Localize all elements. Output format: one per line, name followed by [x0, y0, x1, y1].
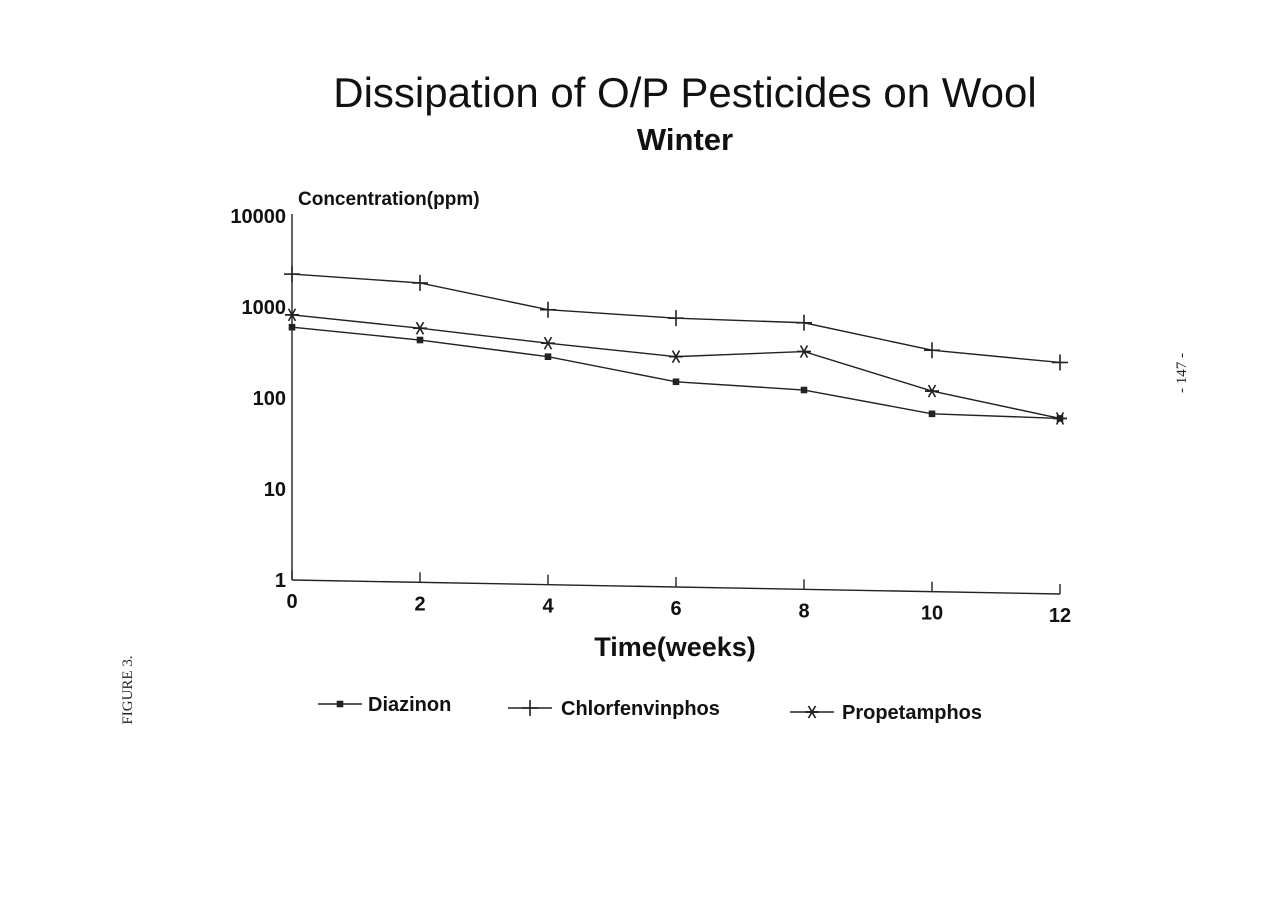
data-point-diazinon: [288, 323, 296, 331]
data-point-chlorfenvinphos: [668, 310, 684, 327]
x-tick-label: 12: [1049, 605, 1071, 627]
y-tick-label: 10: [264, 479, 286, 501]
legend-label: Chlorfenvinphos: [561, 698, 720, 720]
x-tick-label: 10: [921, 603, 943, 625]
data-point-diazinon: [928, 410, 936, 418]
data-point-diazinon: [416, 336, 424, 344]
chart-title: Dissipation of O/P Pesticides on Wool: [333, 69, 1036, 116]
data-point-diazinon: [800, 386, 808, 394]
data-point-propetamphos: [925, 384, 939, 398]
data-point-propetamphos: [541, 336, 555, 350]
x-axis-label: Time(weeks): [594, 632, 756, 662]
x-tick-label: 4: [542, 596, 554, 618]
legend-marker: [336, 700, 344, 708]
series-line-diazinon: [291, 326, 1061, 420]
legend-label: Propetamphos: [842, 702, 982, 724]
y-tick-label: 10000: [230, 206, 286, 228]
data-point-propetamphos: [413, 321, 427, 335]
series-line-propetamphos: [291, 314, 1061, 420]
data-point-chlorfenvinphos: [924, 342, 940, 359]
data-point-chlorfenvinphos: [412, 274, 428, 291]
x-tick-label: 8: [798, 600, 809, 622]
x-axis-ticks: 0 2 4 6 8 10 12: [286, 570, 1071, 627]
legend-marker: [805, 705, 819, 719]
x-tick-label: 0: [286, 591, 297, 613]
figure-caption: FIGURE 3.: [120, 655, 136, 724]
data-point-propetamphos: [797, 345, 811, 359]
data-point-chlorfenvinphos: [284, 266, 300, 283]
legend: Diazinon Chlorfenvinphos Propetamphos: [318, 694, 982, 724]
y-tick-label: 1: [275, 570, 286, 592]
x-tick-label: 2: [414, 593, 425, 615]
page-number: - 147 -: [1174, 353, 1190, 393]
legend-item-propetamphos: Propetamphos: [790, 702, 982, 724]
chart-subtitle: Winter: [637, 122, 733, 157]
series-group: [284, 266, 1068, 425]
data-point-diazinon: [672, 378, 680, 386]
data-point-chlorfenvinphos: [540, 301, 556, 318]
data-point-propetamphos: [285, 308, 299, 322]
y-tick-label: 100: [253, 388, 286, 410]
legend-marker: [522, 700, 538, 716]
legend-item-diazinon: Diazinon: [318, 694, 451, 716]
y-axis-label: Concentration(ppm): [298, 189, 480, 210]
data-point-propetamphos: [669, 350, 683, 364]
y-tick-label: 1000: [242, 297, 287, 319]
legend-label: Diazinon: [368, 694, 451, 716]
data-point-propetamphos: [1053, 411, 1067, 425]
x-tick-label: 6: [670, 598, 681, 620]
data-point-chlorfenvinphos: [796, 314, 812, 331]
legend-item-chlorfenvinphos: Chlorfenvinphos: [508, 698, 720, 720]
data-point-chlorfenvinphos: [1052, 354, 1068, 371]
data-point-diazinon: [544, 353, 552, 360]
y-axis-ticks: 1 10 100 1000 10000: [230, 206, 286, 592]
